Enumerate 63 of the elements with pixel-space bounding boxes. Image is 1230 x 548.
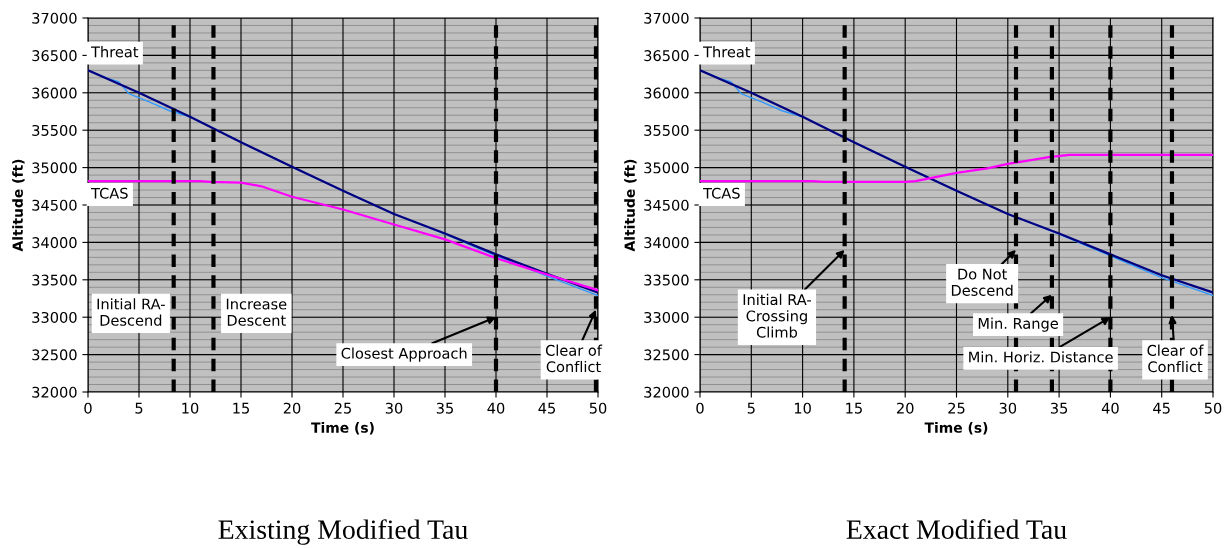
y-tick-label: 34000 [644, 237, 689, 249]
x-tick-label: 10 [182, 402, 199, 414]
y-axis-title: Altitude (ft) [12, 159, 25, 252]
x-tick-label: 5 [135, 402, 143, 414]
series-label: TCAS [91, 187, 128, 199]
annotation: Closest Approach [341, 347, 467, 362]
y-tick-label: 36500 [644, 50, 689, 62]
x-tick-label: 15 [846, 402, 862, 414]
x-tick-label: 30 [385, 402, 403, 414]
y-tick-label: 34500 [32, 199, 77, 211]
y-tick-label: 32000 [32, 386, 77, 398]
x-tick-label: 0 [696, 402, 704, 414]
y-tick-label: 33000 [32, 311, 77, 323]
annotation: Clear of Conflict [545, 344, 603, 373]
x-tick-label: 20 [283, 402, 301, 414]
x-tick-label: 15 [233, 402, 249, 414]
x-tick-label: 25 [334, 402, 351, 414]
y-tick-label: 34500 [644, 199, 689, 211]
y-tick-label: 34000 [32, 237, 77, 249]
x-tick-label: 10 [794, 402, 811, 414]
x-axis-title: Time (s) [924, 422, 988, 435]
x-tick-label: 35 [436, 402, 453, 414]
x-tick-label: 40 [487, 402, 505, 414]
x-tick-label: 50 [589, 402, 607, 414]
series-label: Threat [703, 46, 751, 58]
y-tick-label: 33000 [644, 311, 689, 323]
y-tick-label: 35500 [644, 124, 689, 136]
x-tick-label: 30 [999, 402, 1017, 414]
y-tick-label: 35000 [32, 162, 77, 174]
y-tick-label: 35000 [644, 162, 689, 174]
y-tick-label: 32500 [644, 349, 689, 361]
x-tick-label: 0 [84, 402, 92, 414]
x-tick-label: 45 [1153, 402, 1170, 414]
text: Exact Modified Tau [846, 519, 1067, 539]
y-tick-label: 33500 [644, 274, 689, 286]
x-tick-label: 20 [896, 402, 914, 414]
series-label: TCAS [703, 187, 740, 199]
annotation: Clear of Conflict [1147, 344, 1204, 373]
annotation: Initial RA- Descend [97, 298, 165, 326]
y-tick-label: 35500 [32, 124, 77, 136]
y-tick-label: 36000 [32, 87, 77, 99]
y-tick-label: 32500 [32, 349, 77, 361]
annotation: Do Not Descend [951, 268, 1013, 296]
x-tick-label: 40 [1101, 402, 1119, 414]
annotation: Initial RA- Crossing Climb [743, 293, 811, 338]
x-tick-label: 5 [747, 402, 755, 414]
text: Existing Modified Tau [218, 519, 468, 545]
x-axis-title: Time (s) [311, 422, 374, 435]
annotation: Min. Horiz. Distance [969, 351, 1113, 363]
series-label: Threat [91, 46, 139, 58]
x-tick-label: 50 [1204, 402, 1222, 414]
x-tick-label: 25 [948, 402, 965, 414]
x-tick-label: 35 [1050, 402, 1068, 414]
y-tick-label: 37000 [32, 12, 77, 24]
y-tick-label: 37000 [644, 12, 689, 24]
annotation: Increase Descent [226, 298, 287, 326]
annotation: Min. Range [978, 317, 1058, 332]
y-axis-title: Altitude (ft) [624, 159, 637, 252]
y-tick-label: 36500 [32, 50, 77, 62]
y-tick-label: 36000 [644, 87, 689, 99]
x-tick-label: 45 [538, 402, 555, 414]
y-tick-label: 33500 [32, 274, 77, 286]
y-tick-label: 32000 [644, 386, 689, 398]
